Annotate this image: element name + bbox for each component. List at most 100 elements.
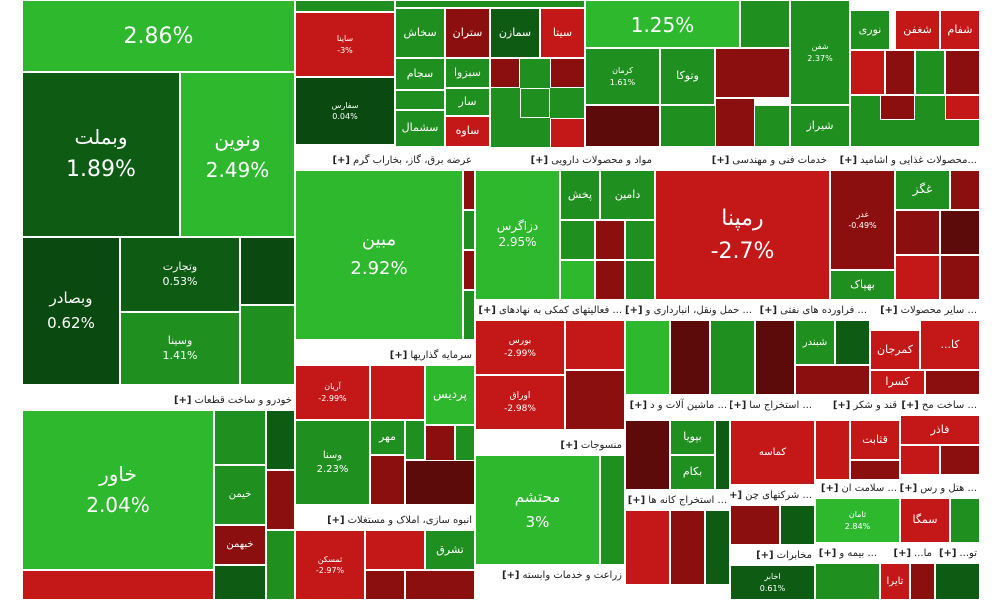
stock-tile[interactable]: ثمسکن -2.97% (295, 530, 365, 600)
sector-header[interactable]: استخراج سا ... [+] (730, 395, 815, 415)
stock-tile[interactable]: بهپاک (830, 270, 895, 300)
stock-tile-unlabeled[interactable] (625, 420, 670, 490)
stock-tile-unlabeled[interactable] (595, 260, 625, 300)
stock-tile-unlabeled[interactable] (520, 88, 550, 118)
stock-tile-unlabeled[interactable] (550, 118, 585, 148)
stock-tile-unlabeled[interactable] (945, 95, 980, 120)
stock-tile-unlabeled[interactable] (560, 260, 595, 300)
stock-tile[interactable]: 1.25% (585, 0, 740, 48)
stock-tile-unlabeled[interactable] (815, 563, 880, 600)
sector-header[interactable]: زراعت و خدمات وابسته [+] (475, 565, 625, 585)
stock-tile[interactable]: تشرق (425, 530, 475, 570)
stock-tile[interactable]: بکام (670, 455, 715, 490)
stock-tile-unlabeled[interactable] (600, 455, 625, 565)
stock-tile-unlabeled[interactable] (240, 305, 295, 385)
stock-tile-unlabeled[interactable] (455, 425, 475, 465)
stock-tile-unlabeled[interactable] (625, 510, 670, 585)
stock-tile[interactable]: دزاگرس 2.95% (475, 170, 560, 300)
sector-header[interactable]: قند و شکر [+] (815, 395, 900, 415)
stock-tile[interactable]: کماسه (730, 420, 815, 485)
stock-tile-unlabeled[interactable] (940, 445, 980, 475)
stock-tile-unlabeled[interactable] (670, 510, 705, 585)
sector-header[interactable]: ساخت مح ... [+] (900, 395, 980, 415)
stock-tile-unlabeled[interactable] (266, 410, 295, 470)
sector-header[interactable]: ...تو [+] (935, 543, 980, 563)
stock-tile[interactable]: دامین (600, 170, 655, 220)
stock-tile[interactable]: وبصادر 0.62% (22, 237, 120, 385)
stock-tile[interactable]: بپویا (670, 420, 715, 455)
sector-header[interactable]: استخراج کانه ها ... [+] (625, 490, 730, 510)
sector-header[interactable]: بیمه و ... [+] (815, 543, 880, 563)
sector-expand-button[interactable]: [+] (730, 489, 743, 501)
stock-tile-unlabeled[interactable] (490, 58, 520, 88)
sector-expand-button[interactable]: [+] (832, 399, 851, 411)
stock-tile[interactable]: ونوین 2.49% (180, 72, 295, 237)
stock-tile[interactable]: غدر -0.49% (830, 170, 895, 270)
sector-header[interactable]: مخابرات [+] (730, 545, 815, 565)
stock-tile[interactable]: اوراق -2.98% (475, 375, 565, 430)
sector-header[interactable]: هتل و رس ... [+] (900, 478, 980, 498)
stock-tile[interactable]: مهر (370, 420, 405, 455)
sector-expand-button[interactable]: [+] (332, 154, 351, 166)
stock-tile[interactable]: کسرا (870, 370, 925, 395)
stock-tile-unlabeled[interactable] (895, 255, 940, 300)
stock-tile[interactable]: ثامان 2.84% (815, 498, 900, 543)
stock-tile[interactable]: تایرا (880, 563, 910, 600)
stock-tile[interactable]: کرمان 1.61% (585, 48, 660, 105)
stock-tile-unlabeled[interactable] (935, 563, 980, 600)
sector-expand-button[interactable]: [+] (327, 514, 345, 526)
stock-tile[interactable]: قثابت (850, 420, 900, 460)
sector-expand-button[interactable]: [+] (730, 399, 747, 411)
sector-expand-button[interactable]: [+] (756, 549, 774, 561)
stock-tile-unlabeled[interactable] (22, 570, 214, 600)
sector-expand-button[interactable]: [+] (501, 569, 520, 581)
sector-expand-button[interactable]: [+] (759, 304, 778, 316)
stock-tile[interactable]: شفام (940, 10, 980, 50)
sector-header[interactable]: سلامت ان ... [+] (815, 478, 900, 498)
sector-header[interactable]: سرمایه گذاریها [+] (295, 345, 475, 365)
sector-header[interactable]: ماشین آلات و د ... [+] (625, 395, 730, 415)
stock-tile-unlabeled[interactable] (715, 48, 790, 98)
stock-tile[interactable]: خیمن (214, 465, 266, 525)
stock-tile-unlabeled[interactable] (550, 58, 585, 88)
sector-header[interactable]: فعالیتهای کمکی به نهادهای ... [+] (475, 300, 625, 320)
stock-tile-unlabeled[interactable] (565, 370, 625, 430)
sector-header[interactable]: خدمات فنی و مهندسی [+] (655, 150, 830, 170)
stock-tile-unlabeled[interactable] (463, 170, 475, 210)
stock-tile-unlabeled[interactable] (740, 0, 790, 48)
stock-tile[interactable]: فاذر (900, 415, 980, 445)
stock-tile-unlabeled[interactable] (940, 210, 980, 255)
stock-tile-unlabeled[interactable] (710, 320, 755, 395)
sector-expand-button[interactable]: [+] (893, 547, 912, 559)
sector-expand-button[interactable]: [+] (820, 482, 839, 494)
sector-expand-button[interactable]: [+] (629, 399, 648, 411)
stock-tile-unlabeled[interactable] (815, 420, 850, 480)
stock-tile[interactable]: سجام (395, 58, 445, 90)
stock-tile[interactable]: اخابر 0.61% (730, 565, 815, 600)
stock-tile[interactable]: وتوکا (660, 48, 715, 105)
stock-tile-unlabeled[interactable] (755, 320, 795, 395)
stock-tile-unlabeled[interactable] (885, 50, 915, 95)
sector-header[interactable]: محصولات غذایی و اشامید... [+] (830, 150, 980, 170)
stock-tile[interactable]: شبندر (795, 320, 835, 365)
stock-tile-unlabeled[interactable] (370, 455, 405, 505)
stock-tile-unlabeled[interactable] (365, 570, 405, 600)
stock-tile-unlabeled[interactable] (365, 530, 425, 570)
stock-tile[interactable]: وسینا 1.41% (120, 312, 240, 385)
stock-tile[interactable]: بورس -2.99% (475, 320, 565, 375)
stock-tile[interactable]: محتشم 3% (475, 455, 600, 565)
stock-tile[interactable]: رمپنا -2.7% (655, 170, 830, 300)
stock-tile[interactable]: خاور 2.04% (22, 410, 214, 570)
sector-expand-button[interactable]: [+] (560, 439, 578, 451)
stock-tile[interactable]: نوری (850, 10, 890, 50)
stock-tile[interactable]: ساوه (445, 116, 490, 147)
sector-expand-button[interactable]: [+] (625, 304, 643, 316)
stock-tile[interactable]: پردیس (425, 365, 475, 425)
stock-tile-unlabeled[interactable] (730, 505, 780, 545)
stock-tile-unlabeled[interactable] (405, 460, 475, 505)
stock-tile[interactable]: سخاش (395, 8, 445, 58)
stock-tile-unlabeled[interactable] (565, 320, 625, 370)
stock-tile-unlabeled[interactable] (625, 320, 670, 395)
sector-expand-button[interactable]: [+] (880, 304, 898, 316)
stock-tile-unlabeled[interactable] (240, 237, 295, 305)
